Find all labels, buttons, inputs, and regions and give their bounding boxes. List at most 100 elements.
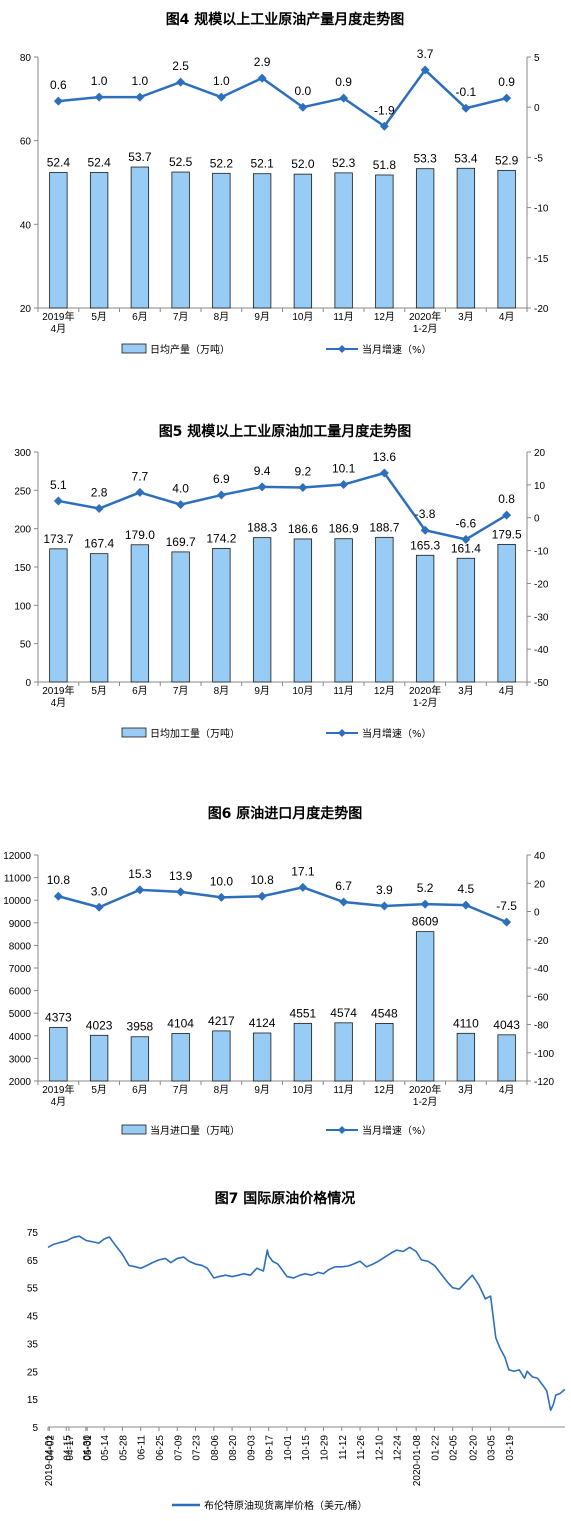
bar-value-label: 3958 [127, 1020, 154, 1034]
x-tick-label: 10-29 [319, 1435, 330, 1461]
growth-value-label: -7.5 [496, 899, 517, 913]
x-tick-label: 4月 [499, 1084, 515, 1096]
x-tick-label: 2019年 4月 [42, 684, 74, 709]
growth-value-label: -0.1 [456, 85, 477, 99]
bar-value-label: 186.9 [329, 522, 359, 536]
chart-title: 图5 规模以上工业原油加工量月度走势图 [159, 423, 412, 440]
growth-line [58, 68, 507, 128]
right-tick-label: -60 [534, 992, 549, 1003]
right-tick-label: -10 [534, 547, 549, 558]
bar-value-label: 4217 [208, 1014, 235, 1028]
bar [415, 931, 435, 1082]
x-tick-label: 8月 [214, 1084, 230, 1096]
bar [130, 166, 150, 309]
bar [49, 172, 68, 309]
growth-marker [339, 93, 349, 103]
bar [375, 536, 394, 683]
growth-value-label: 10.8 [250, 873, 274, 887]
bar-value-label: 52.5 [169, 155, 193, 169]
legend-bar-swatch [121, 1124, 147, 1135]
growth-marker [216, 892, 226, 902]
left-tick-label: 250 [14, 486, 31, 497]
x-tick-label: 10-01 [283, 1435, 294, 1461]
left-tick-label: 4000 [9, 1032, 32, 1043]
bar-value-label: 167.4 [84, 537, 114, 551]
x-tick-label: 10月 [292, 311, 313, 323]
x-tick-label: 09-17 [265, 1435, 276, 1461]
growth-marker [135, 487, 145, 497]
left-tick-label: 50 [20, 640, 32, 651]
y-tick-label: 25 [27, 1367, 39, 1378]
left-tick-label: 60 [20, 137, 32, 148]
bar [293, 173, 313, 309]
growth-value-label: 0.8 [498, 492, 515, 506]
x-tick-label: 04-15 [62, 1435, 73, 1461]
right-tick-label: -5 [534, 153, 543, 164]
chart-4-crude-output: 图4 规模以上工业原油产量月度走势图20406080-20-15-10-5052… [20, 11, 549, 356]
x-tick-label: 2019年 4月 [42, 310, 74, 335]
bar-value-label: 179.0 [125, 528, 155, 542]
growth-marker [502, 510, 512, 520]
right-tick-label: -80 [534, 1021, 549, 1032]
bar-value-label: 52.9 [495, 153, 519, 167]
right-tick-label: -15 [534, 254, 549, 265]
legend-line-label: 当月增速（%） [362, 727, 432, 740]
growth-value-label: -3.8 [415, 507, 436, 521]
growth-value-label: 17.1 [291, 864, 315, 878]
growth-marker [216, 490, 226, 500]
growth-value-label: 10.8 [47, 873, 71, 887]
left-tick-label: 5000 [9, 1009, 32, 1020]
bar [415, 168, 435, 309]
bar [49, 548, 68, 683]
bar-value-label: 188.7 [369, 520, 399, 534]
growth-marker [53, 891, 63, 901]
x-tick-label: 07-09 [173, 1435, 184, 1461]
growth-value-label: 15.3 [128, 867, 152, 881]
growth-value-label: 3.9 [376, 883, 393, 897]
growth-value-label: 10.0 [210, 874, 234, 888]
growth-marker [298, 102, 308, 112]
legend-line-label: 当月增速（%） [362, 1124, 432, 1137]
growth-marker [216, 92, 226, 102]
growth-value-label: 0.6 [50, 78, 67, 92]
right-tick-label: 20 [534, 879, 546, 890]
right-tick-label: 20 [534, 448, 546, 459]
left-tick-label: 11000 [4, 874, 32, 885]
growth-marker [94, 902, 104, 912]
bar-value-label: 52.4 [47, 155, 71, 169]
growth-marker [257, 73, 267, 83]
growth-marker [420, 65, 430, 75]
x-tick-label: 2020-01-08 [412, 1435, 423, 1487]
left-tick-label: 2000 [9, 1077, 32, 1088]
bar-value-label: 4373 [45, 1010, 72, 1024]
growth-value-label: 0.9 [335, 75, 352, 89]
legend-bar-swatch [121, 727, 147, 738]
growth-marker [379, 468, 389, 478]
bar-value-label: 52.1 [250, 157, 274, 171]
right-tick-label: -50 [534, 678, 549, 689]
left-tick-label: 40 [20, 220, 32, 231]
growth-value-label: -1.9 [374, 103, 395, 117]
x-tick-label: 12月 [374, 685, 395, 697]
growth-marker [461, 103, 471, 113]
x-tick-label: 5月 [91, 311, 107, 323]
growth-value-label: 9.2 [295, 464, 312, 478]
growth-value-label: 4.0 [172, 482, 189, 496]
x-tick-label: 11-12 [338, 1435, 349, 1460]
growth-value-label: 10.1 [332, 462, 356, 476]
left-tick-label: 6000 [9, 987, 32, 998]
bar-value-label: 165.3 [410, 538, 440, 552]
bar [456, 1032, 476, 1082]
growth-marker [339, 897, 349, 907]
left-tick-label: 300 [14, 448, 31, 459]
bar-value-label: 186.6 [288, 522, 318, 536]
growth-marker [420, 525, 430, 535]
price-line [47, 1235, 566, 1412]
x-tick-label: 02-05 [449, 1435, 460, 1461]
growth-line [58, 471, 508, 541]
x-tick-label: 2020年 1-2月 [409, 310, 441, 335]
x-tick-label: 04-30 [82, 1435, 93, 1461]
chart-title: 图6 原油进口月度走势图 [208, 805, 363, 822]
y-tick-label: 65 [27, 1256, 39, 1267]
left-tick-label: 200 [14, 525, 31, 536]
